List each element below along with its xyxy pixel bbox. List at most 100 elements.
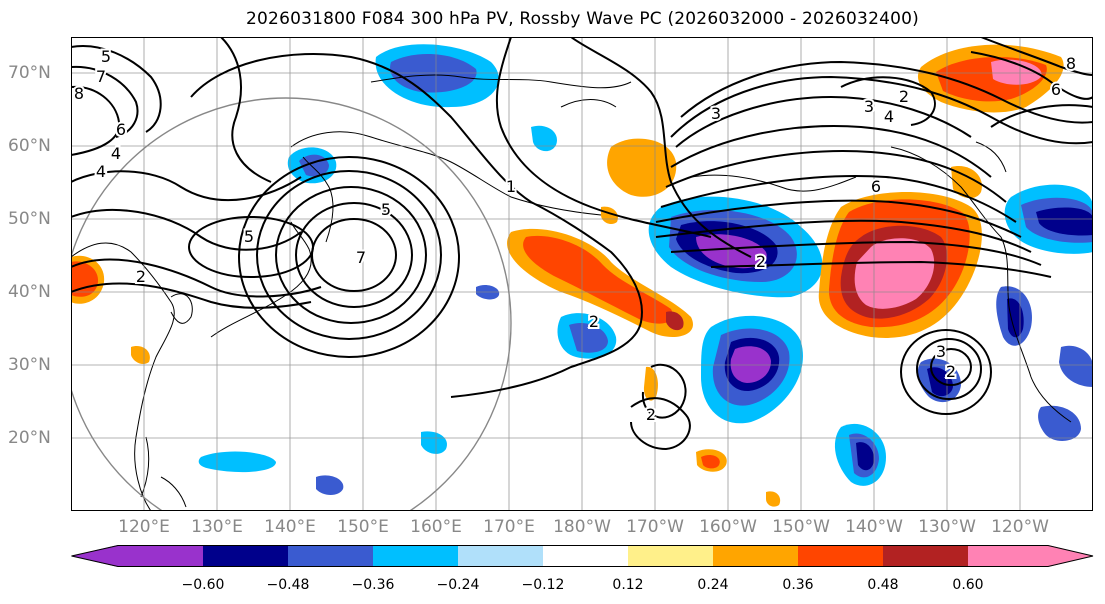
lat-label: 50°N <box>8 209 51 229</box>
pv-contour <box>655 219 1032 253</box>
lon-label: 180°W <box>553 517 611 537</box>
contour-label: 4 <box>111 144 121 163</box>
pv-contour <box>680 60 1093 124</box>
pv-contour <box>670 125 992 178</box>
lat-lon-grid <box>71 37 1093 511</box>
pv-contour <box>630 397 691 451</box>
positive-anomaly-gulf-of-alaska <box>818 192 982 338</box>
negative-anomaly-alaska <box>375 44 499 108</box>
colorbar-segment <box>798 545 883 567</box>
lon-label: 150°W <box>772 517 830 537</box>
contour-label: 3 <box>864 97 874 116</box>
lat-label: 20°N <box>8 428 51 448</box>
lon-label: 170°W <box>626 517 684 537</box>
lon-label: 120°W <box>991 517 1049 537</box>
pv-contour <box>916 338 982 400</box>
lon-label: 140°E <box>264 517 316 537</box>
pv-contour <box>655 199 1022 238</box>
colorbar-segment <box>543 545 628 567</box>
pv-contour <box>295 202 413 308</box>
colorbar-tick: −0.48 <box>266 577 310 593</box>
contour-label: 4 <box>884 107 894 126</box>
contour-label: 2 <box>646 405 656 424</box>
negative-anomaly-small-patches <box>198 125 557 495</box>
pv-contour <box>190 52 643 398</box>
pv-contour <box>670 240 1042 266</box>
colorbar-tick: 0.12 <box>612 577 644 593</box>
contour-label: 5 <box>381 200 391 219</box>
colorbar-tick: 0.48 <box>867 577 899 593</box>
colorbar-segment <box>713 545 798 567</box>
contour-label: 5 <box>101 47 111 66</box>
contour-label: 6 <box>871 177 881 196</box>
contour-label: 8 <box>1066 54 1076 73</box>
pv-contour <box>990 104 1093 128</box>
contour-label: 4 <box>96 162 106 181</box>
longitude-axis: 120°E 130°E 140°E 150°E 160°E 170°E 180°… <box>0 517 1105 541</box>
contour-label: 6 <box>116 120 126 139</box>
pv-contour <box>900 329 992 415</box>
pv-contour <box>970 51 1093 100</box>
pv-contour <box>495 37 712 238</box>
contour-label: 6 <box>1051 80 1061 99</box>
colorbar-segment <box>628 545 713 567</box>
colorbar-segment <box>288 545 373 567</box>
contour-label: 3 <box>936 342 946 361</box>
lat-label: 60°N <box>8 136 51 156</box>
positive-anomaly-alaska-ne <box>917 44 1064 199</box>
negative-anomaly-hawaii <box>701 315 803 424</box>
pv-contour <box>311 218 397 292</box>
colorbar <box>71 545 1094 567</box>
influence-circle <box>71 97 512 511</box>
pv-contour <box>71 258 322 298</box>
map-border <box>71 37 1093 511</box>
lon-label: 130°W <box>918 517 976 537</box>
negative-anomaly-subtropics-east <box>834 423 886 486</box>
colorbar-outline <box>71 545 1094 567</box>
colorbar-segment <box>1048 545 1093 567</box>
lat-label: 70°N <box>8 63 51 83</box>
lat-label: 30°N <box>8 355 51 375</box>
lon-label: 160°E <box>410 517 462 537</box>
colorbar-tick: 0.24 <box>697 577 729 593</box>
colorbar-segment <box>883 545 968 567</box>
positive-anomaly-aleutians <box>507 228 693 337</box>
lat-label: 40°N <box>8 282 51 302</box>
lon-label: 120°E <box>118 517 170 537</box>
contour-label: 3 <box>711 104 721 123</box>
lon-label: 160°W <box>699 517 757 537</box>
lon-label: 140°W <box>845 517 903 537</box>
map-title: 2026031800 F084 300 hPa PV, Rossby Wave … <box>246 9 919 29</box>
pv-contour <box>980 37 1093 76</box>
pv-contour <box>71 282 312 309</box>
pv-contour <box>256 170 442 340</box>
positive-anomaly-west-edge <box>71 255 105 304</box>
contour-label: 2 <box>136 267 146 286</box>
colorbar-tick: 0.36 <box>782 577 814 593</box>
colorbar-tick: −0.12 <box>521 577 565 593</box>
contour-label: 7 <box>356 248 366 267</box>
map-panel: 5 7 8 6 4 4 5 7 5 2 1 3 3 2 4 6 8 6 2 2 … <box>71 37 1093 511</box>
contour-labels: 5 7 8 6 4 4 5 7 5 2 1 3 3 2 4 6 8 6 2 2 … <box>72 45 1078 426</box>
pv-contour <box>570 37 752 258</box>
colorbar-tick: −0.60 <box>181 577 225 593</box>
pv-contour <box>665 150 1007 203</box>
pv-contour <box>71 208 302 251</box>
contour-label: 7 <box>96 67 106 86</box>
pv-contour <box>710 260 1052 278</box>
negative-anomaly-central-pacific <box>648 196 823 298</box>
pv-contour <box>675 95 972 148</box>
colorbar-segment <box>968 545 1048 567</box>
coastlines <box>71 74 1072 511</box>
positive-anomaly-small-patches <box>131 346 781 507</box>
contour-label: 2 <box>756 252 766 271</box>
pv-contour <box>275 186 427 324</box>
pv-contour <box>641 363 687 419</box>
pv-contour <box>188 216 314 278</box>
contour-label: 1 <box>506 177 516 196</box>
lon-label: 170°E <box>483 517 535 537</box>
contour-label: 8 <box>74 84 84 103</box>
colorbar-segment <box>373 545 458 567</box>
contour-label: 2 <box>946 362 956 381</box>
contour-label: 2 <box>899 87 909 106</box>
